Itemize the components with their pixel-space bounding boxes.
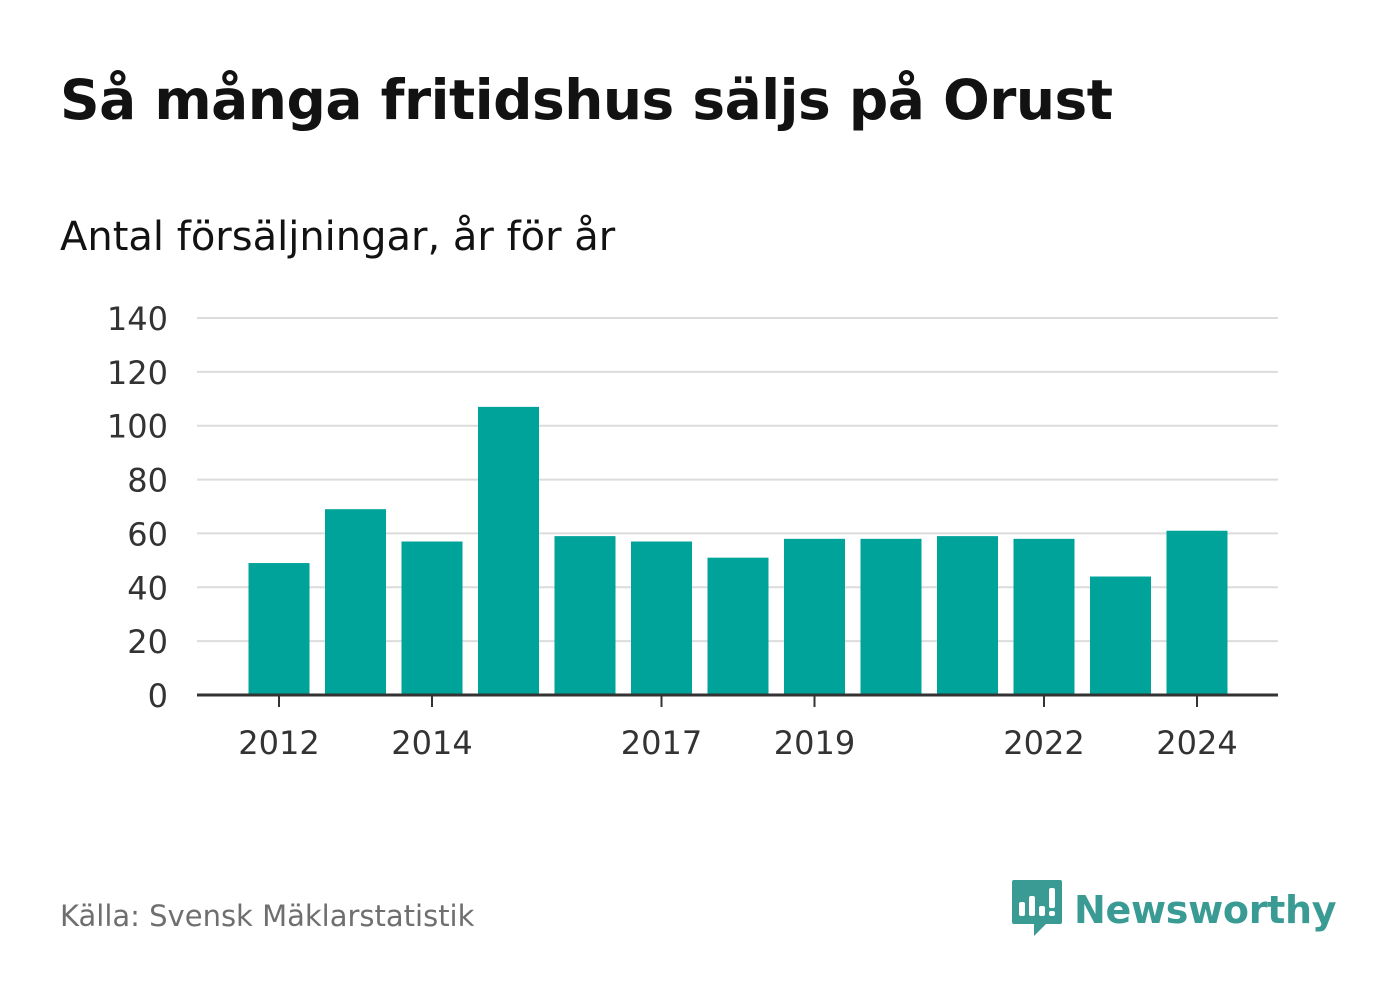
y-tick-label-100: 100: [107, 408, 168, 446]
y-tick-label-60: 60: [127, 515, 168, 553]
bar-2021: [937, 536, 998, 695]
bar-2018: [707, 557, 769, 695]
bar-2014: [401, 541, 463, 695]
chart-subtitle: Antal försäljningar, år för år: [60, 214, 616, 260]
bar-2020: [860, 538, 922, 695]
y-tick-label-120: 120: [107, 354, 168, 392]
bar-2024: [1166, 530, 1228, 695]
x-tick-label-2019: 2019: [774, 724, 855, 762]
bar-2016: [554, 536, 616, 695]
bar-2022: [1013, 538, 1075, 695]
bar-2017: [631, 541, 692, 695]
x-tick-label-2022: 2022: [1003, 724, 1084, 762]
bar-2012: [248, 563, 310, 695]
bars: [248, 406, 1228, 695]
y-tick-label-40: 40: [127, 569, 168, 607]
bar-2013: [325, 509, 386, 695]
y-tick-label-140: 140: [107, 300, 168, 338]
x-tick-label-2024: 2024: [1156, 724, 1237, 762]
y-tick-label-0: 0: [148, 677, 168, 715]
source-note: Källa: Svensk Mäklarstatistik: [60, 899, 475, 933]
x-tick-label-2012: 2012: [238, 724, 319, 762]
y-tick-label-20: 20: [127, 623, 168, 661]
bar-2019: [784, 538, 845, 695]
brand-name: Newsworthy: [1074, 888, 1337, 932]
brand-logo: Newsworthy: [1010, 878, 1337, 942]
bar-2015: [478, 406, 539, 695]
x-axis: 2012 2014 2017 2019 2022 2024: [197, 693, 1278, 762]
x-tick-label-2017: 2017: [621, 724, 702, 762]
y-tick-label-80: 80: [127, 462, 168, 500]
newsworthy-logo-icon: [1010, 878, 1064, 942]
chart-title: Så många fritidshus säljs på Orust: [60, 68, 1113, 132]
bar-2023: [1090, 576, 1151, 695]
x-tick-label-2014: 2014: [391, 724, 472, 762]
y-axis-tick-labels: 0 20 40 60 80 100 120 140: [107, 300, 168, 715]
